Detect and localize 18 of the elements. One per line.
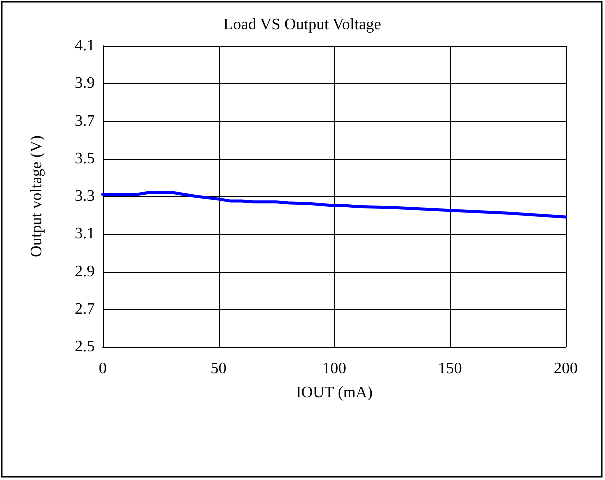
y-tick-label: 3.5	[75, 150, 95, 168]
y-tick-label: 3.1	[75, 226, 95, 243]
chart-title: Load VS Output Voltage	[224, 16, 382, 34]
x-tick-label: 100	[322, 360, 346, 378]
x-tick-label: 0	[99, 360, 107, 378]
y-axis-title: Output voltage (V)	[28, 136, 46, 258]
x-tick-label: 50	[210, 360, 227, 378]
y-tick-label: 2.5	[75, 338, 95, 356]
x-axis-title: IOUT (mA)	[296, 384, 373, 402]
line-series	[102, 191, 568, 219]
y-tick-label: 2.7	[75, 300, 95, 318]
y-tick-label: 2.9	[75, 263, 95, 280]
y-tick-label: 3.9	[75, 75, 95, 92]
x-tick-label: 200	[554, 360, 578, 378]
y-tick-label: 3.7	[75, 112, 95, 130]
x-tick-label: 150	[438, 360, 462, 378]
y-tick-label: 3.3	[75, 188, 95, 205]
y-tick-label: 4.1	[75, 38, 95, 54]
